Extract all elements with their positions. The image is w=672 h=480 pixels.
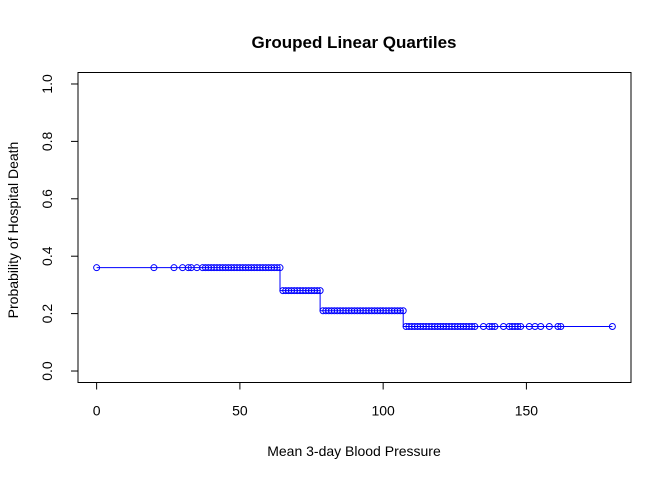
data-point xyxy=(514,323,522,331)
x-tick-label: 50 xyxy=(232,403,248,419)
data-point xyxy=(545,323,553,331)
x-tick-label: 150 xyxy=(515,403,539,419)
data-point xyxy=(313,287,321,295)
plot-frame xyxy=(77,72,632,383)
series-layer xyxy=(93,264,616,331)
data-point xyxy=(468,323,476,331)
y-tick-label: 0.8 xyxy=(39,131,55,151)
data-point xyxy=(396,307,404,315)
x-tick-label: 100 xyxy=(371,403,395,419)
data-point xyxy=(491,323,499,331)
data-point xyxy=(399,307,407,315)
data-point xyxy=(488,323,496,331)
data-point xyxy=(170,264,178,272)
chart-title: Grouped Linear Quartiles xyxy=(252,33,457,52)
y-axis-label: Probability of Hospital Death xyxy=(5,142,21,319)
x-axis-label: Mean 3-day Blood Pressure xyxy=(267,443,441,459)
data-point xyxy=(608,323,616,331)
data-point xyxy=(276,264,284,272)
data-point xyxy=(184,264,192,272)
data-point xyxy=(93,264,101,272)
y-tick-label: 0.2 xyxy=(39,304,55,324)
data-point xyxy=(150,264,158,272)
x-tick-label: 0 xyxy=(93,403,101,419)
x-axis: 0 50 100 150 xyxy=(93,382,539,419)
data-point xyxy=(273,264,281,272)
y-axis: 0.0 0.2 0.4 0.6 0.8 1.0 xyxy=(39,74,79,381)
y-tick-label: 1.0 xyxy=(39,74,55,94)
y-tick-label: 0.0 xyxy=(39,361,55,381)
series-line xyxy=(96,267,613,328)
data-point xyxy=(537,323,545,331)
y-tick-label: 0.4 xyxy=(39,246,55,266)
y-tick-label: 0.6 xyxy=(39,189,55,209)
data-point xyxy=(557,323,565,331)
data-point xyxy=(554,323,562,331)
data-point xyxy=(517,323,525,331)
data-point xyxy=(316,287,324,295)
data-point xyxy=(471,323,479,331)
